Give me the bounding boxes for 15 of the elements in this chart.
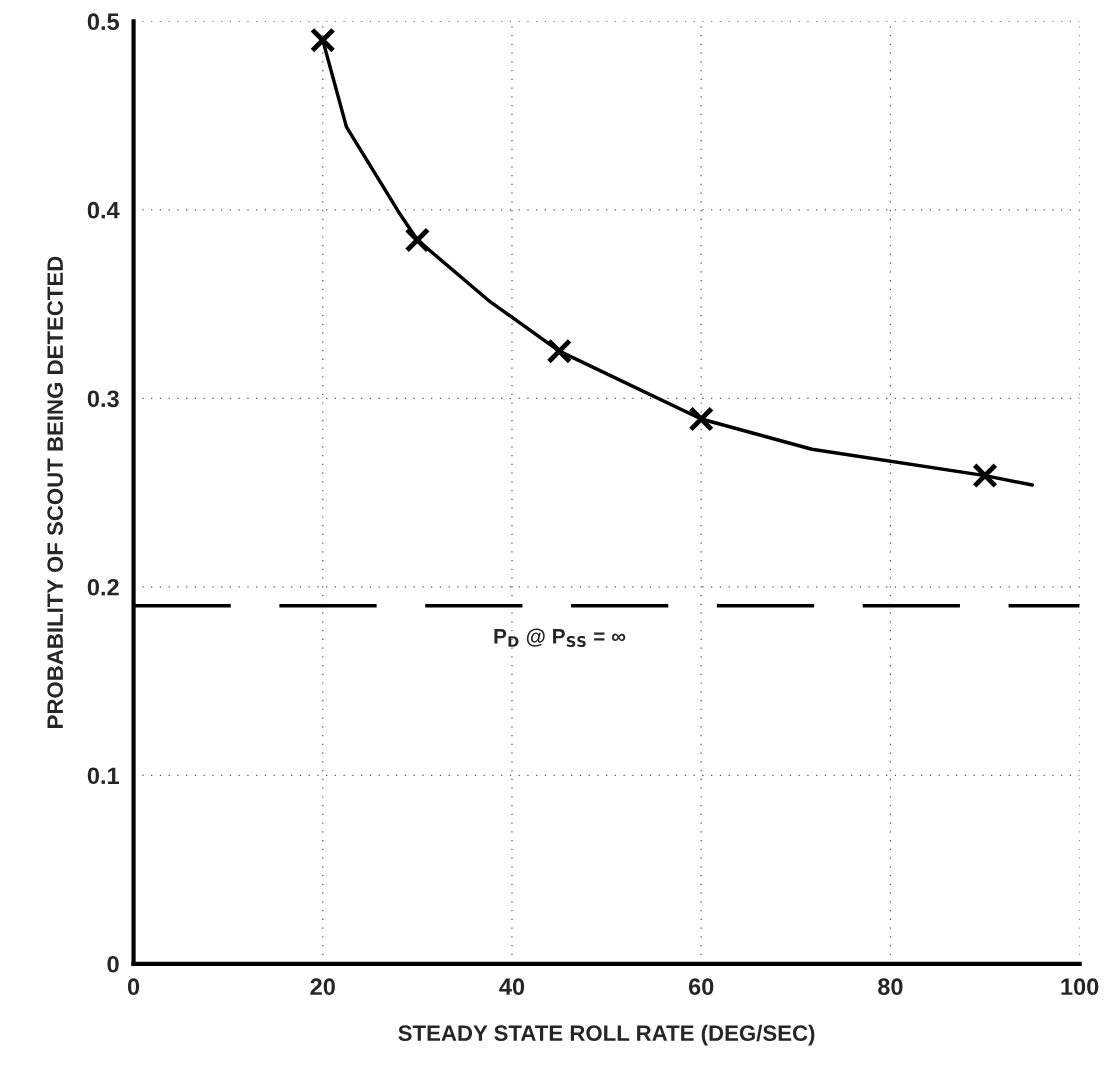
y-tick-label: 0.2 [87,578,119,596]
y-tick-label: 0.1 [87,767,120,785]
y-tick-label: 0.5 [87,13,120,31]
x-tick-label: 0 [127,978,140,996]
x-tick-label: 100 [1061,978,1099,996]
y-tick-label: 0.4 [87,201,120,219]
y-tick-label: 0 [107,955,119,973]
ref-line-label: P$_{D}$ @ P$_{SS}$ = ∞ [494,628,626,648]
y-tick-label: 0.3 [87,390,119,408]
y-axis-title: PROBABILITY OF SCOUT BEING DETECTED [47,256,64,728]
x-axis-title: STEADY STATE ROLL RATE (DEG/SEC) [398,1024,815,1046]
x-tick-label: 40 [499,978,525,996]
x-tick-label: 80 [878,978,903,996]
x-tick-label: 20 [310,978,335,996]
x-tick-label: 60 [688,978,714,996]
